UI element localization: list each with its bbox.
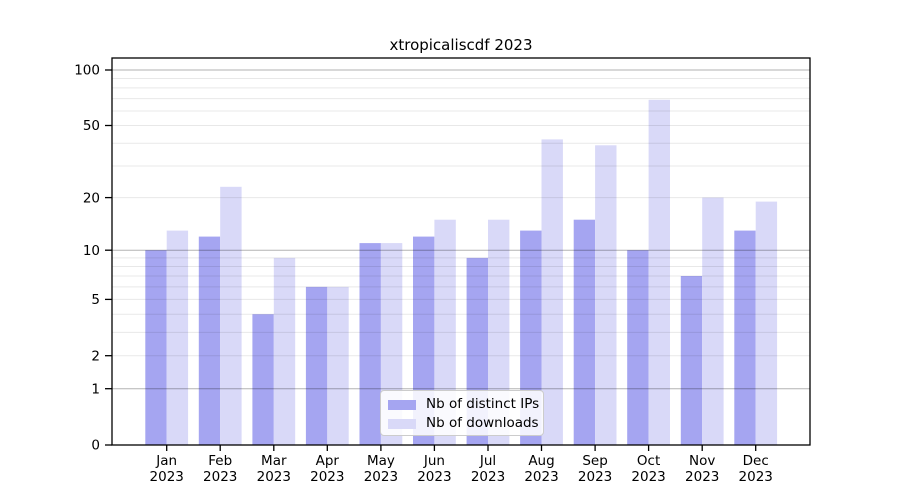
x-tick-label-year-apr: 2023 bbox=[310, 469, 344, 485]
bar-ips-oct bbox=[627, 250, 649, 445]
bar-downloads-sep bbox=[595, 145, 617, 446]
x-tick-label-year-aug: 2023 bbox=[524, 469, 558, 485]
x-tick-label-year-mar: 2023 bbox=[257, 469, 291, 485]
bar-downloads-jul bbox=[488, 219, 510, 445]
bar-ips-feb bbox=[198, 236, 221, 445]
chart-title: xtropicaliscdf 2023 bbox=[389, 36, 533, 54]
x-tick-label-month-dec: Dec bbox=[743, 453, 769, 469]
y-tick-label-50: 50 bbox=[83, 118, 100, 134]
x-tick-label-year-jul: 2023 bbox=[471, 469, 505, 485]
x-tick-label-year-nov: 2023 bbox=[685, 469, 719, 485]
y-tick-label-100: 100 bbox=[74, 63, 100, 79]
x-tick-label-month-aug: Aug bbox=[528, 453, 554, 469]
legend-swatch-distinct-ips bbox=[388, 399, 416, 410]
x-tick-label-year-may: 2023 bbox=[364, 469, 398, 485]
bar-downloads-jan bbox=[166, 230, 189, 445]
x-tick-label-month-jul: Jul bbox=[479, 453, 496, 469]
bar-ips-apr bbox=[305, 286, 328, 445]
x-tick-label-month-apr: Apr bbox=[316, 453, 340, 469]
bar-downloads-aug bbox=[541, 139, 563, 445]
y-tick-label-20: 20 bbox=[83, 190, 100, 206]
x-tick-label-month-jan: Jan bbox=[155, 453, 177, 469]
x-tick-label-month-feb: Feb bbox=[208, 453, 232, 469]
x-tick-label-month-mar: Mar bbox=[261, 453, 287, 469]
bar-ips-dec bbox=[734, 230, 756, 445]
bar-downloads-apr bbox=[327, 286, 349, 445]
bar-ips-may bbox=[359, 243, 381, 445]
y-tick-label-2: 2 bbox=[91, 348, 100, 364]
bar-downloads-dec bbox=[755, 201, 778, 445]
x-tick-label-month-may: May bbox=[367, 453, 395, 469]
legend-swatch-downloads bbox=[388, 418, 416, 429]
plot-border bbox=[111, 57, 811, 446]
x-tick-label-month-sep: Sep bbox=[582, 453, 607, 469]
y-tick-label-5: 5 bbox=[91, 292, 100, 308]
bar-ips-mar bbox=[252, 314, 274, 445]
x-tick-label-year-feb: 2023 bbox=[203, 469, 237, 485]
legend: Nb of distinct IPs Nb of downloads bbox=[380, 390, 544, 436]
bar-downloads-jun bbox=[434, 219, 456, 445]
bar-downloads-oct bbox=[648, 99, 670, 446]
y-tick-label-1: 1 bbox=[91, 381, 100, 397]
legend-item-distinct-ips: Nb of distinct IPs bbox=[388, 397, 539, 412]
bar-downloads-nov bbox=[702, 197, 724, 445]
bar-ips-jan bbox=[145, 250, 167, 445]
x-tick-label-year-sep: 2023 bbox=[578, 469, 612, 485]
bar-ips-nov bbox=[680, 276, 703, 445]
legend-label-distinct-ips: Nb of distinct IPs bbox=[426, 396, 540, 412]
y-tick-label-10: 10 bbox=[83, 243, 100, 259]
bar-downloads-feb bbox=[220, 186, 242, 446]
legend-label-downloads: Nb of downloads bbox=[426, 415, 539, 431]
x-tick-label-month-nov: Nov bbox=[689, 453, 715, 469]
x-tick-label-month-jun: Jun bbox=[423, 453, 445, 469]
x-tick-label-year-jun: 2023 bbox=[417, 469, 451, 485]
x-tick-label-year-jan: 2023 bbox=[150, 469, 184, 485]
x-tick-label-month-oct: Oct bbox=[637, 453, 660, 469]
x-tick-label-year-oct: 2023 bbox=[631, 469, 665, 485]
y-tick-label-0: 0 bbox=[91, 438, 100, 454]
bar-ips-sep bbox=[573, 219, 596, 445]
legend-item-downloads: Nb of downloads bbox=[388, 416, 539, 431]
x-tick-label-year-dec: 2023 bbox=[739, 469, 773, 485]
bar-downloads-mar bbox=[273, 257, 296, 445]
